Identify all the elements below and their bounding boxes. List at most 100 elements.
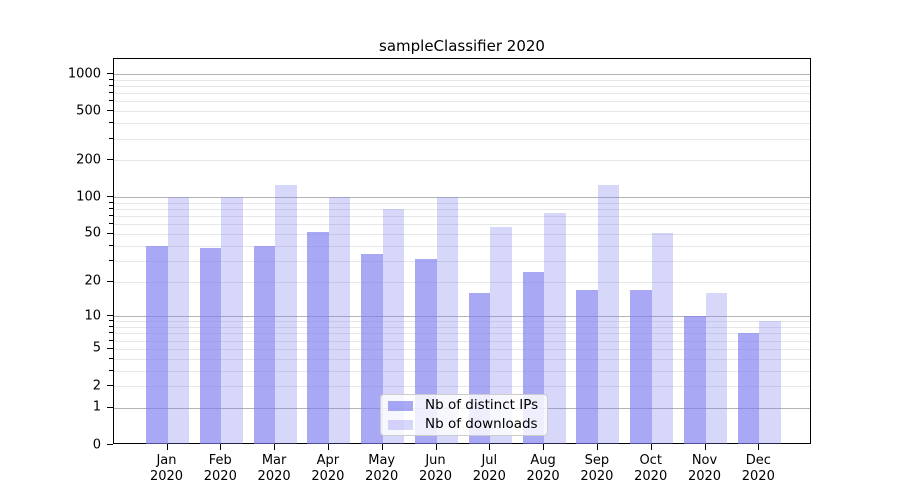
y-tick-label-500: 500 (76, 103, 101, 119)
y-tick-mark (107, 232, 113, 234)
minor-gridline (114, 224, 810, 226)
y-minor-tick-mark (109, 244, 113, 246)
y-minor-tick-mark (109, 122, 113, 124)
bar-downloads-may (382, 209, 405, 444)
bar-downloads-oct (651, 232, 674, 444)
major-gridline (114, 74, 810, 75)
y-tick-label-0: 0 (92, 437, 101, 452)
minor-gridline (114, 101, 810, 103)
major-gridline (114, 316, 810, 318)
x-tick-mark (543, 444, 545, 450)
minor-gridline (114, 85, 810, 87)
y-tick-label-10: 10 (84, 308, 101, 324)
legend-swatch-icon (388, 400, 413, 411)
minor-gridline (114, 348, 810, 350)
legend-item-downloads: Nb of downloads (388, 417, 538, 432)
y-minor-tick-mark (109, 84, 113, 86)
bar-downloads-aug (544, 213, 566, 444)
minor-gridline (114, 386, 810, 387)
x-tick-label-apr: Apr 2020 (311, 453, 345, 484)
x-tick-mark (704, 444, 706, 450)
y-tick-mark (107, 159, 113, 161)
x-tick-label-jun: Jun 2020 (418, 453, 453, 484)
bar-distinct-ips-nov (684, 316, 706, 444)
bar-downloads-dec (759, 321, 781, 444)
bar-distinct-ips-oct (630, 289, 652, 444)
y-tick-label-200: 200 (76, 152, 101, 168)
y-minor-tick-mark (109, 339, 113, 341)
x-tick-label-may: May 2020 (365, 453, 399, 484)
legend-item-distinct-ips: Nb of distinct IPs (388, 398, 538, 413)
x-tick-mark (220, 444, 222, 450)
minor-gridline (114, 123, 810, 125)
x-tick-mark (758, 444, 760, 450)
y-minor-tick-mark (109, 78, 113, 80)
y-tick-mark (107, 385, 113, 386)
minor-gridline (114, 245, 810, 247)
bar-downloads-mar (275, 184, 297, 444)
minor-gridline (114, 160, 810, 162)
x-tick-label-aug: Aug 2020 (526, 453, 560, 484)
y-tick-label-1000: 1000 (67, 66, 101, 81)
y-tick-mark (107, 110, 113, 112)
minor-gridline (114, 370, 810, 372)
y-minor-tick-mark (109, 92, 113, 94)
y-tick-mark (107, 315, 113, 317)
bar-distinct-ips-may (361, 254, 383, 444)
bar-downloads-jul (490, 226, 512, 444)
y-tick-mark (107, 444, 113, 445)
y-minor-tick-mark (109, 208, 113, 210)
y-tick-label-50: 50 (84, 225, 101, 241)
y-tick-label-5: 5 (92, 340, 101, 356)
legend-label: Nb of distinct IPs (425, 397, 539, 413)
x-tick-label-sep: Sep 2020 (580, 453, 614, 484)
x-tick-mark (596, 444, 598, 450)
minor-gridline (114, 209, 810, 211)
x-tick-mark (435, 444, 437, 450)
y-minor-tick-mark (109, 332, 113, 334)
y-tick-mark (107, 196, 113, 198)
minor-gridline (114, 233, 810, 235)
minor-gridline (114, 321, 810, 323)
minor-gridline (114, 340, 810, 342)
y-minor-tick-mark (109, 320, 113, 322)
minor-gridline (114, 93, 810, 95)
bar-distinct-ips-jan (146, 245, 168, 444)
x-tick-mark (381, 444, 383, 450)
minor-gridline (114, 327, 810, 328)
bar-distinct-ips-sep (576, 289, 598, 444)
y-minor-tick-mark (109, 223, 113, 225)
y-minor-tick-mark (109, 201, 113, 203)
y-tick-label-20: 20 (84, 273, 101, 289)
x-tick-label-jul: Jul 2020 (472, 453, 506, 484)
bar-distinct-ips-apr (307, 231, 329, 444)
bar-downloads-jan (167, 197, 189, 444)
y-minor-tick-mark (109, 357, 113, 359)
minor-gridline (114, 281, 810, 283)
y-minor-tick-mark (109, 326, 113, 327)
minor-gridline (114, 111, 810, 113)
y-tick-mark (107, 280, 113, 282)
minor-gridline (114, 333, 810, 335)
y-tick-mark (107, 406, 113, 408)
y-minor-tick-mark (109, 369, 113, 371)
legend: Nb of distinct IPs Nb of downloads (380, 394, 548, 436)
y-minor-tick-mark (109, 215, 113, 217)
y-tick-mark (107, 73, 113, 74)
plot-area: Nb of distinct IPs Nb of downloads (113, 58, 811, 444)
x-tick-mark (274, 444, 276, 450)
y-minor-tick-mark (109, 100, 113, 102)
minor-gridline (114, 138, 810, 140)
legend-label: Nb of downloads (425, 416, 538, 432)
chart-title: sampleClassifier 2020 (379, 37, 545, 55)
x-tick-mark (166, 444, 168, 450)
bar-downloads-nov (705, 292, 727, 444)
x-tick-mark (650, 444, 652, 450)
x-tick-label-feb: Feb 2020 (203, 453, 237, 484)
bar-distinct-ips-mar (253, 245, 276, 444)
minor-gridline (114, 202, 810, 204)
bar-downloads-sep (597, 185, 620, 444)
major-gridline (114, 197, 810, 199)
x-tick-mark (489, 444, 491, 450)
